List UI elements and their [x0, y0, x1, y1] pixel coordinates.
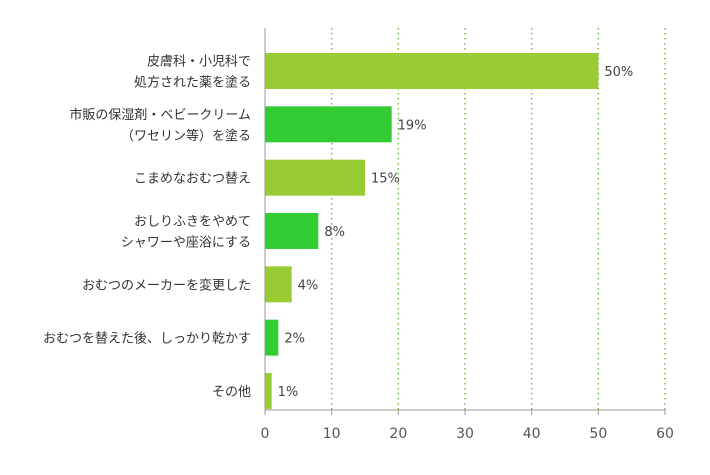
x-tick-label-20: 20: [389, 426, 407, 442]
bar-0: [265, 53, 599, 89]
x-tick-label-40: 40: [523, 426, 541, 442]
labels: 50% 皮膚科・小児科で処方された薬を塗る 19% 市販の保湿剤・ベビークリーム（ワセ…: [43, 54, 674, 443]
bar-1: [265, 106, 392, 143]
category-label-6: その他: [212, 385, 251, 400]
x-tick-label-60: 60: [656, 426, 674, 442]
axes: [264, 28, 666, 415]
category-label-3: おしりふきをやめてシャワーや座浴にする: [121, 214, 251, 250]
category-label-1: 市販の保湿剤・ベビークリーム（ワセリン等）を塗る: [69, 107, 251, 144]
bars: [265, 53, 599, 409]
value-label-5: 2%: [284, 332, 305, 347]
value-label-2: 15%: [371, 172, 400, 187]
value-label-0: 50%: [604, 65, 633, 80]
value-label-4: 4%: [298, 278, 319, 293]
bar-3: [265, 212, 319, 249]
bar-4: [265, 266, 292, 303]
x-tick-label-50: 50: [589, 426, 607, 442]
value-label-3: 8%: [324, 225, 345, 240]
category-label-0: 皮膚科・小児科で処方された薬を塗る: [134, 54, 251, 91]
x-tick-label-0: 0: [261, 426, 270, 442]
category-label-2: こまめなおむつ替え: [134, 172, 251, 187]
grid-lines: [330, 28, 666, 410]
x-tick-label-30: 30: [456, 426, 474, 442]
value-label-1: 19%: [398, 118, 427, 133]
category-label-4: おむつのメーカーを変更した: [82, 277, 251, 293]
bar-6: [265, 372, 272, 409]
value-label-6: 1%: [278, 385, 299, 400]
bar-2: [265, 159, 365, 196]
x-tick-label-10: 10: [323, 426, 341, 442]
category-label-5: おむつを替えた後、しっかり乾かす: [43, 332, 251, 347]
bar-5: [265, 319, 279, 356]
